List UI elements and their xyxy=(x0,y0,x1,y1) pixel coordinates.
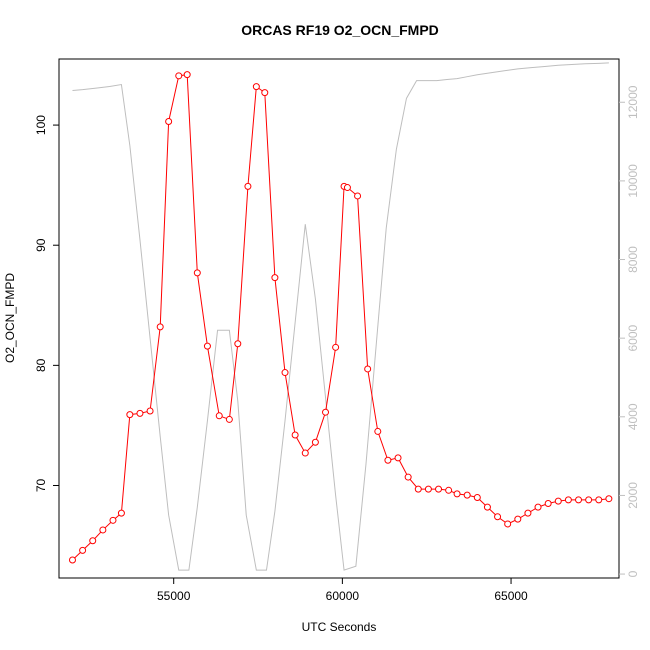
y2-tick-label: 0 xyxy=(626,570,640,577)
data-point xyxy=(193,269,201,277)
data-point xyxy=(595,496,603,504)
data-point xyxy=(252,83,260,91)
y-tick-label: 70 xyxy=(34,478,48,492)
chart-title: ORCAS RF19 O2_OCN_FMPD xyxy=(241,22,439,38)
data-point xyxy=(225,415,233,423)
data-point xyxy=(301,449,309,457)
data-point xyxy=(322,408,330,416)
data-point xyxy=(504,520,512,528)
data-point xyxy=(564,496,572,504)
data-point xyxy=(463,491,471,499)
secondary-series xyxy=(72,62,609,571)
x-tick-label: 65000 xyxy=(494,589,528,603)
data-point xyxy=(514,515,522,523)
data-point xyxy=(424,485,432,493)
data-point xyxy=(534,503,542,511)
data-point xyxy=(79,546,87,554)
y-axis-right: 0 2000 4000 6000 8000 10000 12000 xyxy=(619,85,640,577)
data-point xyxy=(575,496,583,504)
data-point xyxy=(554,497,562,505)
plot-area xyxy=(58,58,620,579)
data-point xyxy=(89,537,97,545)
data-point xyxy=(215,412,223,420)
data-point xyxy=(394,454,402,462)
data-point xyxy=(364,365,372,373)
data-point xyxy=(183,71,191,79)
x-axis: 55000 60000 65000 xyxy=(157,578,528,603)
y2-tick-label: 6000 xyxy=(626,324,640,351)
data-point xyxy=(261,89,269,97)
data-point xyxy=(271,274,279,282)
y-tick-label: 100 xyxy=(34,115,48,135)
data-point xyxy=(435,485,443,493)
data-point xyxy=(585,496,593,504)
y2-tick-label: 12000 xyxy=(626,85,640,119)
data-point xyxy=(524,509,532,517)
y2-tick-label: 2000 xyxy=(626,482,640,509)
data-point xyxy=(156,323,164,331)
data-point xyxy=(68,556,76,564)
y2-tick-label: 8000 xyxy=(626,246,640,273)
data-point xyxy=(234,340,242,348)
x-tick-label: 55000 xyxy=(157,589,191,603)
data-point xyxy=(203,342,211,350)
data-point xyxy=(473,494,481,502)
data-point xyxy=(281,369,289,377)
primary-series xyxy=(68,71,613,564)
data-point xyxy=(136,409,144,417)
data-point xyxy=(244,182,252,190)
data-point xyxy=(494,513,502,521)
data-point xyxy=(483,503,491,511)
y-tick-label: 80 xyxy=(34,358,48,372)
data-point xyxy=(175,72,183,80)
primary-series-line xyxy=(72,74,609,561)
y-axis-label: O2_OCN_FMPD xyxy=(3,273,17,363)
data-point xyxy=(544,500,552,508)
data-point xyxy=(404,473,412,481)
data-point xyxy=(445,486,453,494)
x-axis-label: UTC Seconds xyxy=(302,620,377,634)
data-point xyxy=(605,495,613,503)
data-point xyxy=(291,431,299,439)
data-point xyxy=(99,526,107,534)
x-tick-label: 60000 xyxy=(326,589,360,603)
data-point xyxy=(354,192,362,200)
data-point xyxy=(332,343,340,351)
data-point xyxy=(109,516,117,524)
data-point xyxy=(374,427,382,435)
data-point xyxy=(384,456,392,464)
data-point xyxy=(165,117,173,125)
y-axis-left: 70 80 90 100 xyxy=(34,115,59,492)
data-point xyxy=(126,411,134,419)
secondary-series-line xyxy=(72,62,609,571)
y2-tick-label: 10000 xyxy=(626,164,640,198)
data-point xyxy=(453,490,461,498)
y-tick-label: 90 xyxy=(34,238,48,252)
data-point xyxy=(343,184,351,192)
data-point xyxy=(146,407,154,415)
y2-tick-label: 4000 xyxy=(626,403,640,430)
data-point xyxy=(414,485,422,493)
data-point xyxy=(311,438,319,446)
data-point xyxy=(117,509,125,517)
